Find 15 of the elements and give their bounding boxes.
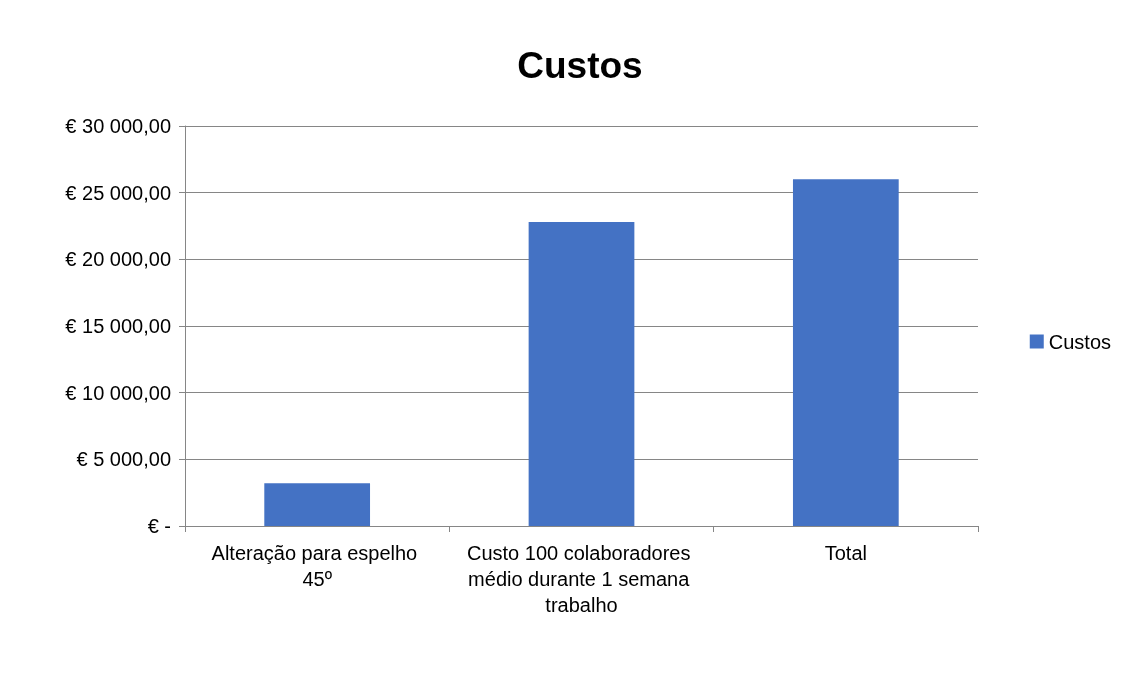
bar xyxy=(528,222,635,526)
y-tick-label: € 15 000,00 xyxy=(65,315,171,337)
y-tick-label: € 20 000,00 xyxy=(65,248,171,271)
y-tick-label: € 25 000,00 xyxy=(65,181,171,204)
x-tick-label: Total xyxy=(824,542,867,564)
chart-title: Custos xyxy=(517,45,643,86)
x-tick-label: Custo 100 colaboradores médio durante 1 semana trabalho xyxy=(466,542,697,616)
bar xyxy=(264,483,371,526)
y-tick-label: € - xyxy=(147,515,171,537)
legend-label: Custos xyxy=(1048,330,1111,353)
y-tick-label: € 5 000,00 xyxy=(76,448,171,471)
y-tick-label: € 10 000,00 xyxy=(65,381,171,404)
y-tick-label: € 30 000,00 xyxy=(65,115,171,137)
x-tick-label: Alteração para espelho 45º xyxy=(211,542,423,590)
bar xyxy=(792,179,899,526)
